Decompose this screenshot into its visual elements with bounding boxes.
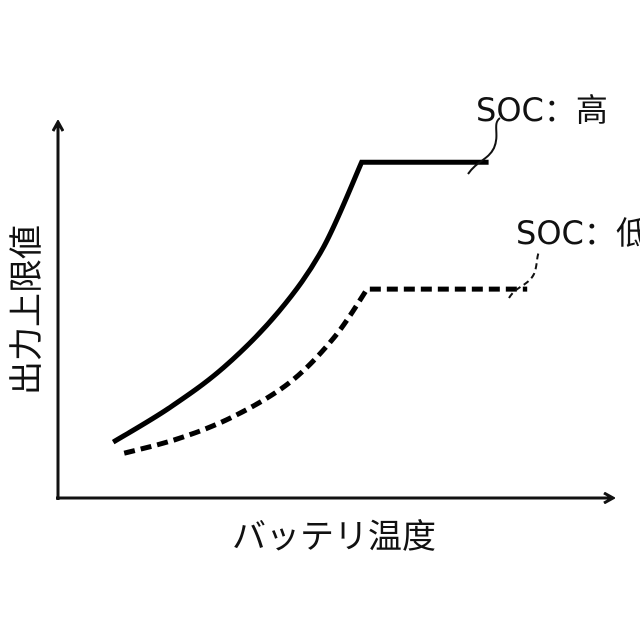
series-label-high: SOC：高 xyxy=(476,91,608,129)
y-axis-label: 出力上限値 xyxy=(7,225,47,395)
x-axis-label: バッテリ温度 xyxy=(232,517,436,557)
series-label-low: SOC：低 xyxy=(516,214,640,252)
series-low-line xyxy=(124,289,527,453)
series-high-line xyxy=(113,162,488,442)
series-layer xyxy=(113,118,540,453)
